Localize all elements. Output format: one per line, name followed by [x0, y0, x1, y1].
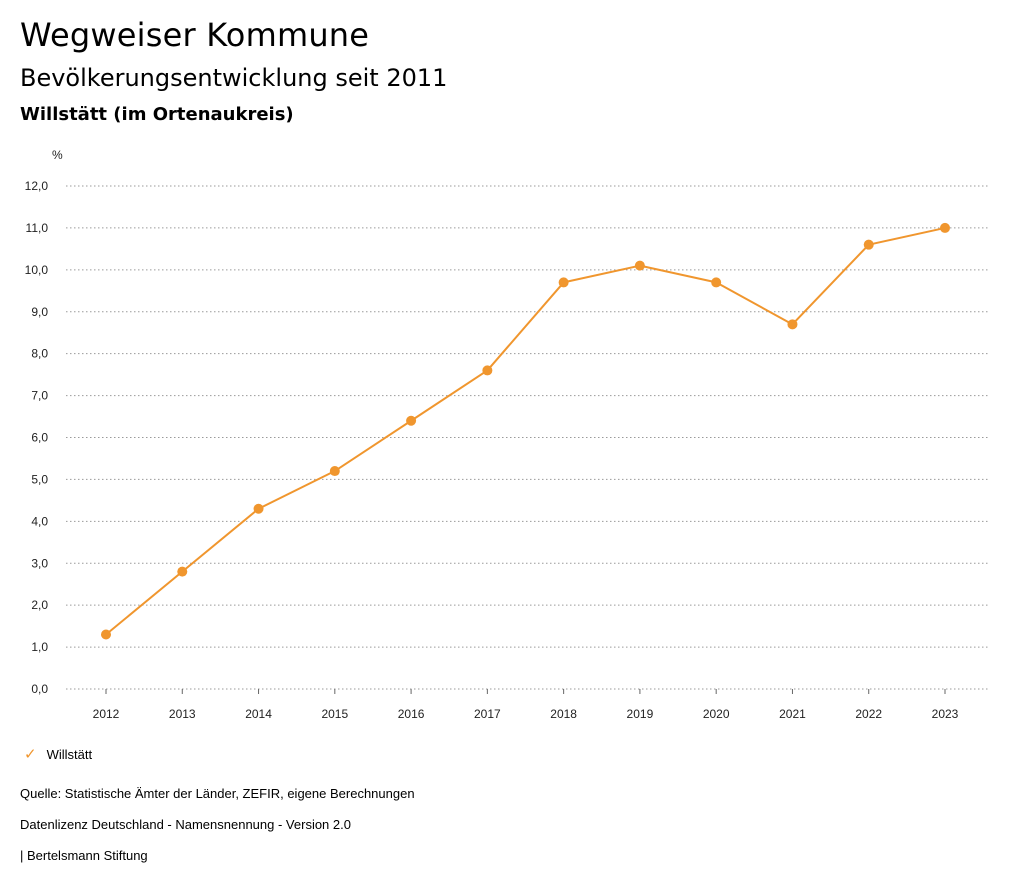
x-tick-label: 2014: [245, 707, 272, 721]
region-label: Willstätt (im Ortenaukreis): [20, 104, 294, 125]
y-tick-label: 12,0: [25, 179, 49, 193]
y-tick-label: 9,0: [31, 305, 48, 319]
data-point: [101, 629, 111, 640]
y-axis-label: %: [52, 148, 63, 162]
y-tick-label: 10,0: [25, 263, 49, 277]
series-line: [105, 226, 946, 636]
x-tick-label: 2023: [932, 707, 959, 721]
x-tick-label: 2022: [855, 707, 882, 721]
data-point: [482, 365, 493, 376]
x-tick-label: 2017: [474, 707, 501, 721]
source-note: Quelle: Statistische Ämter der Länder, Z…: [20, 786, 415, 801]
y-tick-label: 7,0: [31, 389, 48, 403]
x-tick-label: 2013: [169, 707, 196, 721]
y-tick-label: 0,0: [31, 682, 48, 696]
data-point: [863, 239, 874, 250]
y-tick-label: 3,0: [31, 556, 48, 570]
data-point: [558, 277, 569, 288]
chart-subtitle: Bevölkerungsentwicklung seit 2011: [20, 64, 448, 92]
data-point: [711, 277, 722, 288]
x-tick-label: 2020: [703, 707, 730, 721]
page-title: Wegweiser Kommune: [20, 16, 370, 54]
y-tick-label: 4,0: [31, 514, 48, 528]
x-tick-label: 2015: [321, 707, 348, 721]
data-point: [940, 222, 950, 233]
chart-legend[interactable]: ✓ Willstätt: [24, 745, 92, 763]
x-tick-label: 2018: [550, 707, 577, 721]
legend-label: Willstätt: [46, 746, 93, 762]
y-tick-label: 2,0: [31, 598, 48, 612]
y-tick-label: 11,0: [26, 221, 49, 235]
data-point: [329, 466, 340, 477]
y-tick-label: 6,0: [31, 431, 48, 445]
data-point: [253, 503, 264, 514]
y-tick-label: 1,0: [31, 640, 48, 654]
y-tick-label: 8,0: [31, 347, 48, 361]
x-tick-label: 2019: [627, 707, 654, 721]
data-point: [177, 566, 188, 577]
y-tick-label: 5,0: [31, 472, 48, 486]
line-chart: % 0,0 1,0 2,0 3,0 4,0 5,0 6,0 7,0 8,0 9,0 10,0 11,0 1…: [25, 148, 990, 721]
publisher-note: | Bertelsmann Stiftung: [20, 848, 148, 863]
data-point: [634, 260, 645, 271]
data-point: [787, 319, 798, 330]
x-tick-label: 2016: [398, 707, 425, 721]
x-tick-label: 2021: [779, 707, 806, 721]
check-icon: ✓: [24, 746, 37, 763]
x-tick-label: 2012: [93, 707, 120, 721]
license-note: Datenlizenz Deutschland - Namensnennung …: [20, 817, 351, 832]
data-point: [406, 415, 417, 426]
